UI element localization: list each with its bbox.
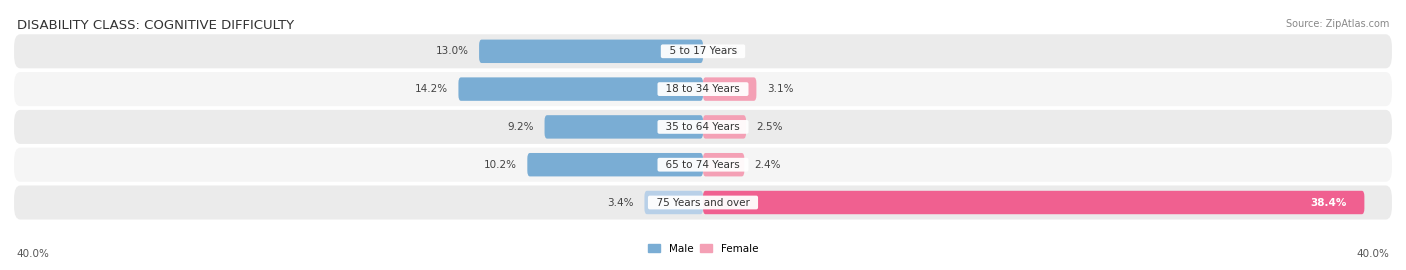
- FancyBboxPatch shape: [703, 153, 744, 176]
- FancyBboxPatch shape: [703, 77, 756, 101]
- Text: DISABILITY CLASS: COGNITIVE DIFFICULTY: DISABILITY CLASS: COGNITIVE DIFFICULTY: [17, 19, 294, 32]
- FancyBboxPatch shape: [14, 185, 1392, 220]
- FancyBboxPatch shape: [458, 77, 703, 101]
- Text: 13.0%: 13.0%: [436, 46, 468, 56]
- Text: 40.0%: 40.0%: [17, 249, 49, 259]
- Text: 5 to 17 Years: 5 to 17 Years: [662, 46, 744, 56]
- Text: 75 Years and over: 75 Years and over: [650, 197, 756, 208]
- Text: 65 to 74 Years: 65 to 74 Years: [659, 160, 747, 170]
- FancyBboxPatch shape: [14, 148, 1392, 182]
- Text: 35 to 64 Years: 35 to 64 Years: [659, 122, 747, 132]
- FancyBboxPatch shape: [644, 191, 703, 214]
- FancyBboxPatch shape: [479, 40, 703, 63]
- Text: 3.1%: 3.1%: [766, 84, 793, 94]
- Legend: Male, Female: Male, Female: [644, 239, 762, 258]
- Text: 0.0%: 0.0%: [713, 46, 740, 56]
- Text: 10.2%: 10.2%: [484, 160, 517, 170]
- Text: 18 to 34 Years: 18 to 34 Years: [659, 84, 747, 94]
- FancyBboxPatch shape: [527, 153, 703, 176]
- Text: Source: ZipAtlas.com: Source: ZipAtlas.com: [1285, 19, 1389, 29]
- Text: 38.4%: 38.4%: [1310, 197, 1347, 208]
- Text: 2.4%: 2.4%: [755, 160, 782, 170]
- FancyBboxPatch shape: [703, 191, 1364, 214]
- Text: 9.2%: 9.2%: [508, 122, 534, 132]
- Text: 2.5%: 2.5%: [756, 122, 783, 132]
- FancyBboxPatch shape: [14, 110, 1392, 144]
- FancyBboxPatch shape: [14, 34, 1392, 68]
- Text: 40.0%: 40.0%: [1357, 249, 1389, 259]
- FancyBboxPatch shape: [14, 72, 1392, 106]
- Text: 3.4%: 3.4%: [607, 197, 634, 208]
- Text: 14.2%: 14.2%: [415, 84, 449, 94]
- FancyBboxPatch shape: [703, 115, 747, 139]
- FancyBboxPatch shape: [544, 115, 703, 139]
